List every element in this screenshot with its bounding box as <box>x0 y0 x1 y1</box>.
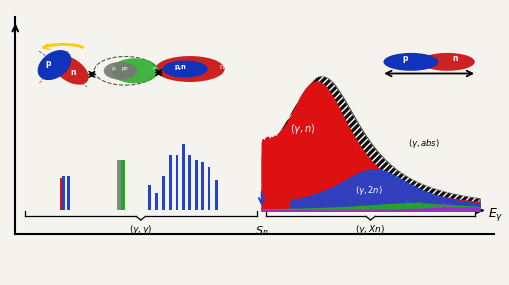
Text: p,n: p,n <box>175 64 186 70</box>
Text: pn: pn <box>122 66 129 71</box>
Bar <box>60 178 64 210</box>
Bar <box>215 180 218 210</box>
Text: n: n <box>152 66 156 71</box>
Ellipse shape <box>420 53 475 71</box>
Text: $(\gamma,\gamma)$: $(\gamma,\gamma)$ <box>129 223 153 236</box>
Ellipse shape <box>52 55 89 85</box>
Ellipse shape <box>111 58 159 83</box>
Ellipse shape <box>104 62 137 80</box>
Text: $(\gamma,Xn)$: $(\gamma,Xn)$ <box>355 223 385 236</box>
Text: n: n <box>219 64 223 70</box>
Bar <box>194 160 197 210</box>
Ellipse shape <box>155 56 224 82</box>
Text: $(\gamma,n)$: $(\gamma,n)$ <box>290 122 315 136</box>
Ellipse shape <box>383 53 438 71</box>
Bar <box>162 176 165 210</box>
Bar <box>121 160 125 210</box>
Text: p: p <box>45 59 50 68</box>
Bar <box>117 160 121 210</box>
Ellipse shape <box>162 60 208 78</box>
Bar <box>155 193 158 210</box>
Text: $E_{\gamma}$: $E_{\gamma}$ <box>488 206 503 223</box>
Text: n: n <box>453 54 458 63</box>
Bar <box>176 155 179 210</box>
Text: $(\gamma,2n)$: $(\gamma,2n)$ <box>355 184 383 197</box>
Bar <box>182 144 185 210</box>
Bar <box>169 155 172 210</box>
Bar <box>62 176 65 210</box>
Ellipse shape <box>38 50 71 80</box>
Bar <box>148 185 151 210</box>
Text: n: n <box>70 68 75 77</box>
Text: p: p <box>111 66 116 71</box>
Text: p: p <box>403 54 408 63</box>
Bar <box>188 155 191 210</box>
Text: $(\gamma,p)$: $(\gamma,p)$ <box>405 199 425 209</box>
Text: $S_n$: $S_n$ <box>255 224 268 238</box>
Text: $(\gamma,3n)$: $(\gamma,3n)$ <box>432 201 453 210</box>
Bar <box>67 176 70 210</box>
Bar <box>202 162 204 210</box>
Bar <box>208 168 211 210</box>
Text: $(\gamma,abs)$: $(\gamma,abs)$ <box>408 137 439 150</box>
